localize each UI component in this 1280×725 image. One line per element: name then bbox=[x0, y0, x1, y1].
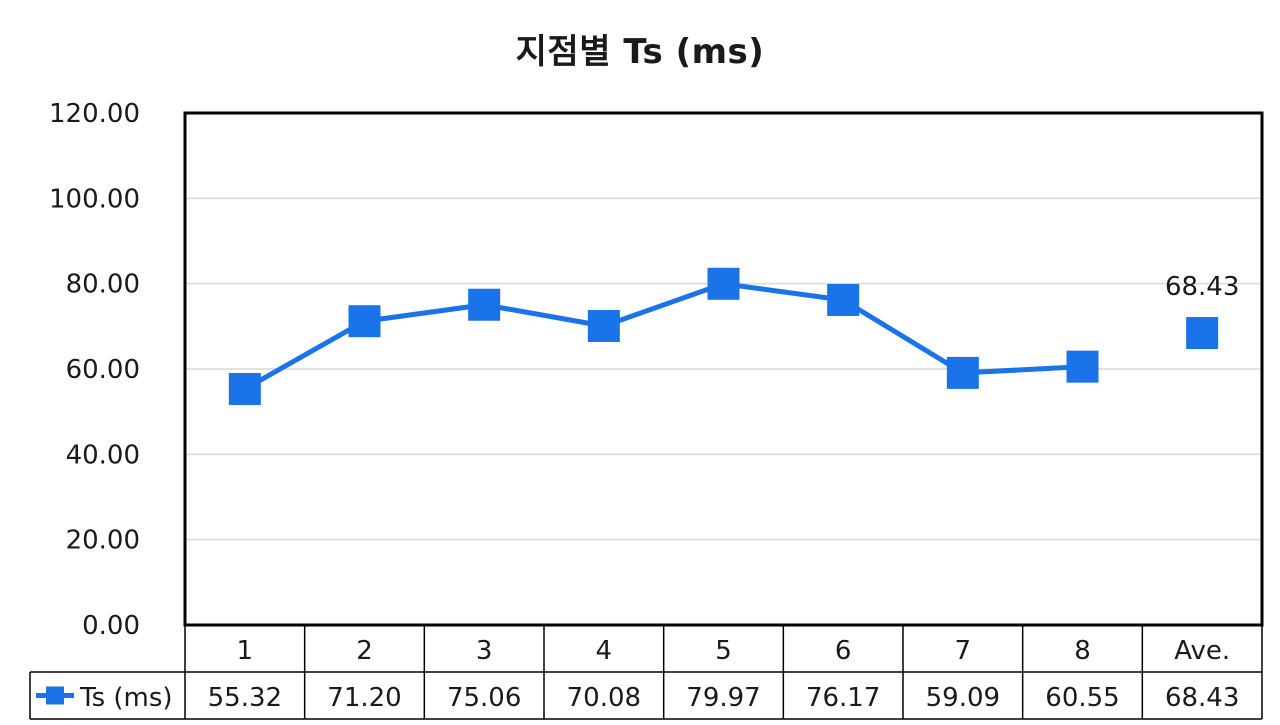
table-value: 70.08 bbox=[567, 683, 641, 713]
data-point bbox=[348, 305, 381, 338]
x-tick-label: 6 bbox=[835, 636, 852, 666]
y-tick-label: 20.00 bbox=[66, 526, 140, 556]
table-value: 68.43 bbox=[1165, 683, 1239, 713]
table-value: 75.06 bbox=[447, 683, 521, 713]
data-point bbox=[1066, 350, 1099, 383]
x-tick-label: 5 bbox=[715, 636, 732, 666]
data-point bbox=[468, 288, 501, 321]
y-tick-label: 60.00 bbox=[66, 355, 140, 385]
legend-marker bbox=[46, 686, 64, 705]
chart-title: 지점별 Ts (ms) bbox=[515, 32, 765, 72]
series-ts: 68.43 bbox=[228, 267, 1239, 405]
data-point bbox=[587, 309, 620, 342]
y-tick-label: 120.00 bbox=[49, 99, 140, 129]
legend-label: Ts (ms) bbox=[79, 683, 173, 713]
plot-area-frame bbox=[183, 111, 1264, 627]
x-tick-label: Ave. bbox=[1174, 636, 1230, 666]
x-tick-label: 8 bbox=[1074, 636, 1091, 666]
table-value: 59.09 bbox=[926, 683, 1000, 713]
series-line bbox=[243, 281, 1083, 392]
x-tick-label: 3 bbox=[476, 636, 493, 666]
y-tick-label: 100.00 bbox=[49, 184, 140, 214]
table-value: 76.17 bbox=[806, 683, 880, 713]
table-value: 79.97 bbox=[686, 683, 760, 713]
data-table: 1 55.32 2 71.20 3 75.06 4 70.08 5 79.97 6 76.17 7 59.… bbox=[29, 625, 1263, 720]
data-point bbox=[707, 267, 740, 300]
data-point bbox=[1186, 317, 1219, 350]
data-point bbox=[827, 284, 860, 317]
data-label: 68.43 bbox=[1165, 272, 1239, 302]
x-tick-label: 2 bbox=[356, 636, 373, 666]
data-point bbox=[946, 356, 979, 389]
table-value: 60.55 bbox=[1045, 683, 1119, 713]
gridlines bbox=[185, 197, 1262, 541]
table-value: 55.32 bbox=[208, 683, 282, 713]
y-tick-label: 0.00 bbox=[82, 611, 140, 641]
table-value: 71.20 bbox=[327, 683, 401, 713]
y-tick-label: 80.00 bbox=[66, 270, 140, 300]
x-tick-label: 7 bbox=[955, 636, 972, 666]
data-point bbox=[228, 372, 261, 405]
y-axis-ticks: 0.00 20.00 40.00 60.00 80.00 100.00 120.00 bbox=[49, 99, 140, 641]
y-tick-label: 40.00 bbox=[66, 440, 140, 470]
x-tick-label: 4 bbox=[596, 636, 613, 666]
x-tick-label: 1 bbox=[237, 636, 254, 666]
